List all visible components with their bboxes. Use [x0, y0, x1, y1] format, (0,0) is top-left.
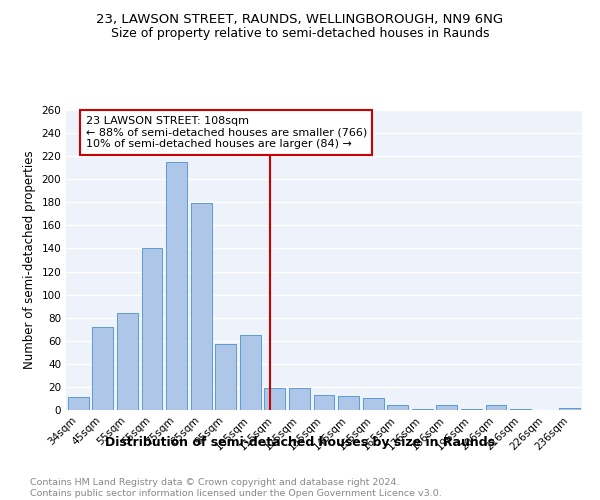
Bar — [436, 406, 457, 410]
Y-axis label: Number of semi-detached properties: Number of semi-detached properties — [23, 150, 36, 370]
Text: Contains HM Land Registry data © Crown copyright and database right 2024.
Contai: Contains HM Land Registry data © Crown c… — [30, 478, 442, 498]
Bar — [117, 313, 138, 410]
Text: 23, LAWSON STREET, RAUNDS, WELLINGBOROUGH, NN9 6NG: 23, LAWSON STREET, RAUNDS, WELLINGBOROUG… — [97, 12, 503, 26]
Bar — [289, 388, 310, 410]
Bar — [412, 409, 433, 410]
Bar — [559, 408, 580, 410]
Bar — [191, 204, 212, 410]
Bar — [485, 406, 506, 410]
Bar — [510, 409, 531, 410]
Bar — [314, 395, 334, 410]
Bar — [362, 398, 383, 410]
Text: 23 LAWSON STREET: 108sqm
← 88% of semi-detached houses are smaller (766)
10% of : 23 LAWSON STREET: 108sqm ← 88% of semi-d… — [86, 116, 367, 149]
Text: Distribution of semi-detached houses by size in Raunds: Distribution of semi-detached houses by … — [105, 436, 495, 449]
Bar — [215, 344, 236, 410]
Bar — [240, 335, 261, 410]
Bar — [142, 248, 163, 410]
Bar — [265, 388, 286, 410]
Bar — [461, 409, 482, 410]
Bar — [68, 398, 89, 410]
Bar — [92, 327, 113, 410]
Text: Size of property relative to semi-detached houses in Raunds: Size of property relative to semi-detach… — [111, 28, 489, 40]
Bar — [387, 406, 408, 410]
Bar — [338, 396, 359, 410]
Bar — [166, 162, 187, 410]
